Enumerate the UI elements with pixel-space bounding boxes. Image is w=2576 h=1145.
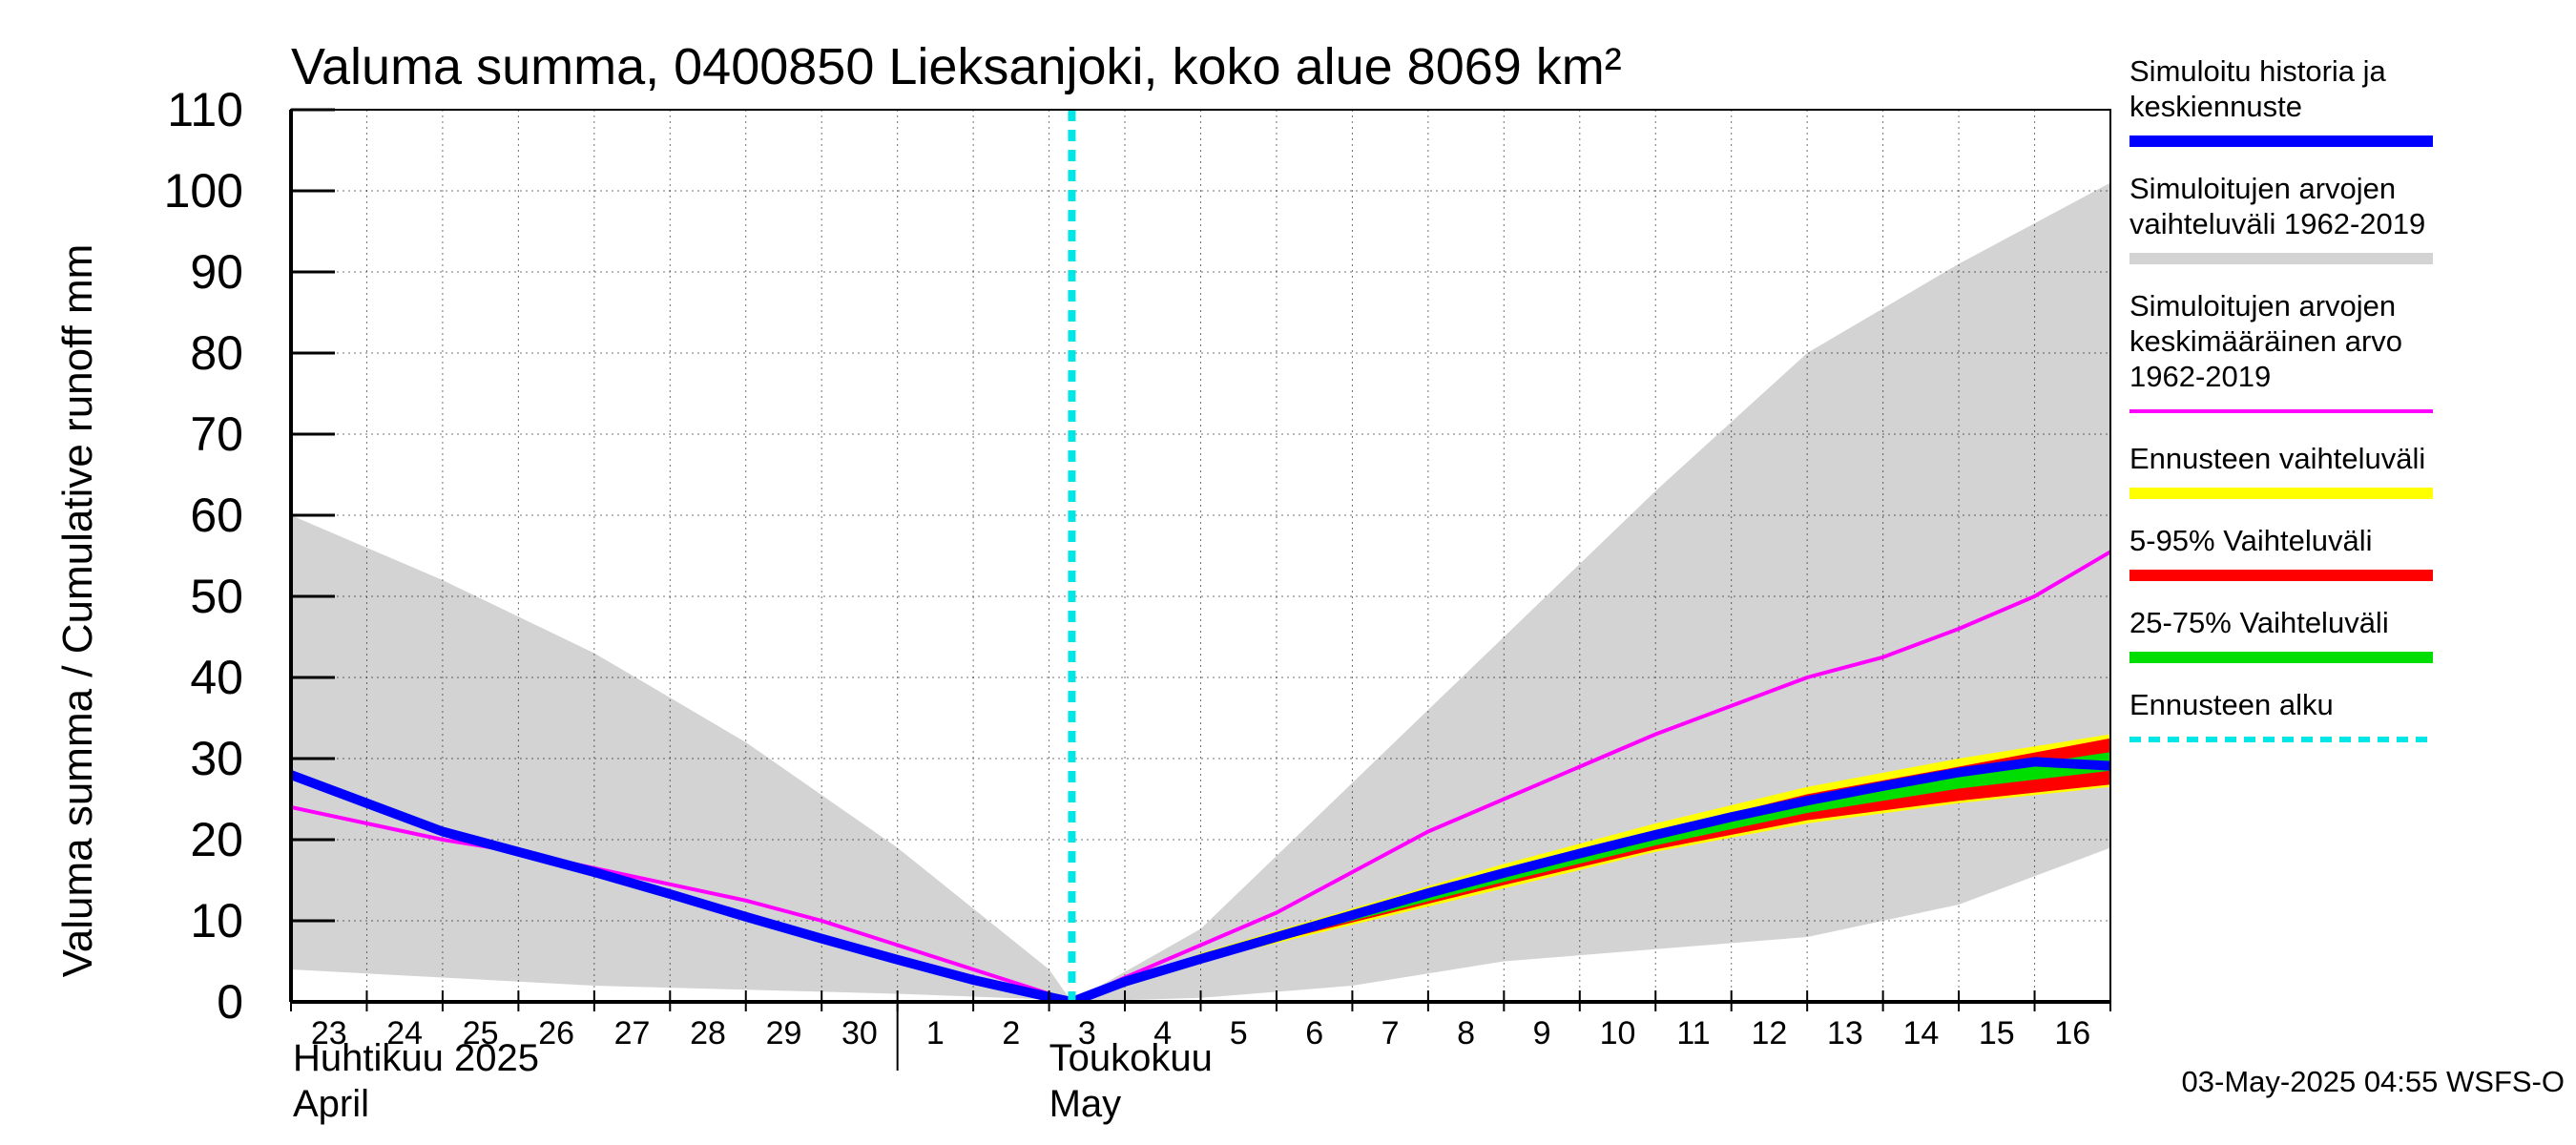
legend-label: vaihteluväli 1962-2019 [2129,207,2425,240]
main-forecast-line [291,757,2110,1002]
x-tick-label: 10 [1600,1015,1636,1051]
x-tick-label: 6 [1305,1015,1323,1051]
x-tick-label: 25 [463,1015,499,1051]
legend-label: 5-95% Vaihteluväli [2129,524,2372,557]
x-tick-label: 7 [1381,1015,1400,1051]
y-tick-label: 50 [190,570,243,623]
series-group [291,110,2110,1002]
x-tick-label: 26 [538,1015,574,1051]
y-tick-label: 90 [190,245,243,299]
x-tick-label: 12 [1752,1015,1788,1051]
x-tick-label: 27 [614,1015,651,1051]
x-tick-label: 30 [841,1015,878,1051]
legend-label: Simuloitujen arvojen [2129,172,2396,205]
x-tick-label: 14 [1902,1015,1939,1051]
x-tick-label: 2 [1002,1015,1020,1051]
month-label-en: April [293,1083,369,1125]
y-tick-label: 40 [190,651,243,704]
legend-label: Ennusteen vaihteluväli [2129,442,2425,475]
range-25-75-band [1071,752,2110,1002]
x-tick-label: 8 [1457,1015,1475,1051]
legend-label: keskiennuste [2129,90,2302,123]
y-tick-label: 20 [190,813,243,866]
footer-timestamp: 03-May-2025 04:55 WSFS-O [2182,1065,2565,1098]
y-tick-label: 100 [164,164,243,218]
x-tick-label: 16 [2054,1015,2090,1051]
x-tick-label: 24 [386,1015,423,1051]
month-label-fi: Huhtikuu 2025 [293,1037,539,1079]
legend-label: Ennusteen alku [2129,688,2334,721]
legend-label: keskimääräinen arvo [2129,324,2402,358]
plot-area [291,110,2110,1002]
x-tick-label: 29 [766,1015,802,1051]
x-tick-label: 13 [1827,1015,1863,1051]
y-tick-label: 80 [190,326,243,380]
x-tick-label: 23 [311,1015,347,1051]
legend-label: Simuloitujen arvojen [2129,289,2396,323]
x-tick-label: 4 [1153,1015,1172,1051]
x-tick-label: 28 [690,1015,726,1051]
y-tick-label: 10 [190,894,243,947]
legend-label: Simuloitu historia ja [2129,54,2387,88]
y-tick-label: 0 [217,975,243,1029]
x-tick-label: 15 [1979,1015,2015,1051]
month-label-en: May [1049,1083,1122,1125]
x-tick-label: 11 [1676,1015,1710,1051]
legend-label: 25-75% Vaihteluväli [2129,606,2389,639]
x-tick-label: 5 [1230,1015,1248,1051]
y-tick-label: 60 [190,489,243,542]
legend-label: 1962-2019 [2129,360,2271,393]
chart-title: Valuma summa, 0400850 Lieksanjoki, koko … [291,38,1622,95]
y-tick-label: 70 [190,407,243,461]
x-tick-label: 9 [1533,1015,1551,1051]
y-axis-label: Valuma summa / Cumulative runoff mm [54,244,101,978]
month-label-fi: Toukokuu [1049,1037,1213,1079]
y-tick-label: 110 [167,83,243,136]
x-tick-label: 3 [1078,1015,1096,1051]
x-tick-label: 1 [926,1015,945,1051]
y-tick-label: 30 [190,732,243,785]
